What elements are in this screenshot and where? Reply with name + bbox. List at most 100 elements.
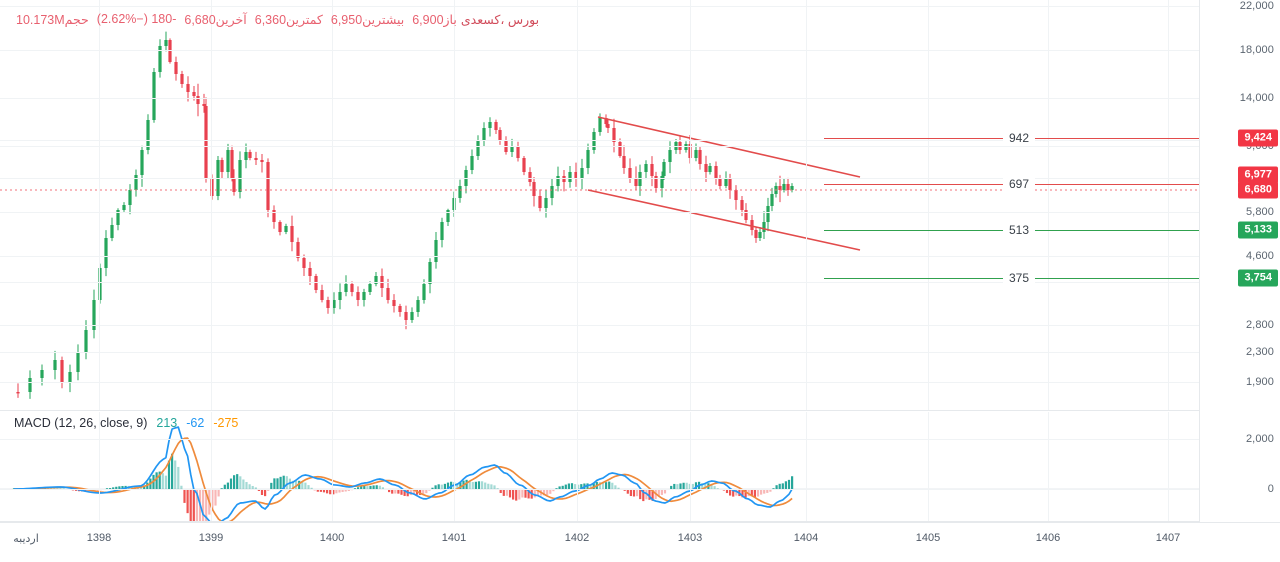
candle-body bbox=[180, 74, 184, 84]
candle-body bbox=[302, 258, 306, 268]
macd-histogram-bar bbox=[450, 481, 453, 489]
time-axis-tick: 1404 bbox=[793, 532, 819, 544]
pane-separator[interactable] bbox=[0, 410, 1280, 411]
pane-separator-bottom bbox=[0, 521, 1280, 522]
price-candlestick-canvas bbox=[0, 31, 1200, 399]
candle-body bbox=[220, 160, 224, 172]
macd-histogram-bar bbox=[192, 489, 195, 522]
candle-body bbox=[568, 172, 572, 182]
price-tag-6680[interactable]: 6,680 bbox=[1238, 181, 1278, 199]
gridline-horizontal bbox=[0, 282, 1200, 283]
macd-histogram-bar bbox=[741, 489, 744, 498]
time-axis-tick: 1402 bbox=[564, 532, 590, 544]
macd-histogram-bar bbox=[654, 489, 657, 499]
candle-body bbox=[84, 330, 88, 352]
price-axis-tick: 14,000 bbox=[1239, 92, 1274, 104]
price-pane[interactable] bbox=[0, 0, 1200, 410]
macd-histogram-bar bbox=[521, 489, 524, 498]
gridline-vertical bbox=[454, 0, 455, 410]
price-axis[interactable]: 22,00018,00014,00011,0009,0008,0005,8004… bbox=[1199, 0, 1280, 522]
macd-line-value: -62 bbox=[186, 416, 205, 430]
candle-body bbox=[488, 122, 492, 128]
macd-histogram-bar bbox=[524, 489, 527, 498]
candle-body bbox=[694, 150, 698, 158]
macd-histogram-bar bbox=[273, 478, 276, 489]
macd-histogram-bar bbox=[636, 489, 639, 497]
macd-histogram-bar bbox=[530, 489, 533, 499]
macd-title[interactable]: MACD (12, 26, close, 9) bbox=[14, 416, 148, 430]
time-axis-tick: 1407 bbox=[1155, 532, 1181, 544]
candle-body bbox=[598, 118, 602, 132]
gridline-horizontal bbox=[0, 256, 1200, 257]
macd-histogram-bar bbox=[298, 480, 301, 489]
gridline-vertical bbox=[577, 0, 578, 410]
level-label-697[interactable]: 697 bbox=[1002, 177, 1036, 191]
gridline-horizontal bbox=[0, 50, 1200, 51]
gridline-vertical bbox=[211, 0, 212, 410]
candle-body bbox=[628, 168, 632, 178]
macd-histogram-bar bbox=[533, 489, 536, 498]
price-axis-tick: 2,800 bbox=[1245, 319, 1274, 331]
candle-body bbox=[320, 290, 324, 300]
channel-upper-trendline[interactable] bbox=[597, 116, 861, 178]
level-label-375[interactable]: 375 bbox=[1002, 271, 1036, 285]
macd-histogram-bar bbox=[750, 489, 753, 497]
macd-histogram-bar bbox=[605, 482, 608, 489]
candle-body bbox=[586, 150, 590, 168]
macd-histogram-bar bbox=[149, 478, 152, 489]
candle-body bbox=[362, 292, 366, 300]
time-axis[interactable]: اردیبه 1398 1399 1400 1401 1402 1403 1404 1405 14… bbox=[0, 522, 1280, 562]
candle-body bbox=[278, 222, 282, 232]
candle-body bbox=[260, 160, 264, 162]
macd-histogram-bar bbox=[474, 481, 477, 489]
price-tag-3754[interactable]: 3,754 bbox=[1238, 269, 1278, 287]
price-axis-tick: 18,000 bbox=[1239, 44, 1274, 56]
macd-histogram-bar bbox=[186, 489, 189, 514]
macd-histogram-bar bbox=[177, 466, 180, 489]
macd-histogram-bar bbox=[236, 474, 239, 489]
candle-body bbox=[770, 194, 774, 206]
candle-body bbox=[168, 40, 172, 62]
candle-body bbox=[458, 186, 462, 198]
candle-body bbox=[392, 300, 396, 306]
macd-histogram-bar bbox=[645, 489, 648, 500]
price-tag-5133[interactable]: 5,133 bbox=[1238, 221, 1278, 239]
time-axis-tick: 1405 bbox=[915, 532, 941, 544]
candle-body bbox=[398, 306, 402, 312]
macd-histogram-bar bbox=[233, 475, 236, 489]
gridline-vertical bbox=[806, 0, 807, 410]
level-label-513[interactable]: 513 bbox=[1002, 223, 1036, 237]
candle-body bbox=[284, 226, 288, 232]
candle-body bbox=[618, 142, 622, 156]
candle-body bbox=[404, 312, 408, 320]
macd-signal-line bbox=[13, 437, 793, 522]
price-tag-6977[interactable]: 6,977 bbox=[1238, 166, 1278, 184]
level-label-942[interactable]: 942 bbox=[1002, 131, 1036, 145]
macd-histogram-bar bbox=[756, 489, 760, 497]
gridline-horizontal bbox=[0, 325, 1200, 326]
macd-histogram-bar bbox=[512, 489, 515, 500]
macd-histogram-bar bbox=[198, 489, 202, 522]
macd-histogram-bar bbox=[183, 489, 186, 503]
channel-lower-trendline[interactable] bbox=[587, 189, 861, 251]
candle-body bbox=[684, 144, 688, 150]
candle-body bbox=[204, 106, 208, 178]
macd-histogram-bar bbox=[245, 482, 248, 489]
macd-histogram-bar bbox=[744, 489, 747, 498]
gridline-vertical bbox=[690, 412, 691, 522]
time-axis-tick: 1403 bbox=[677, 532, 703, 544]
candle-body bbox=[226, 150, 230, 172]
candle-body bbox=[550, 186, 554, 198]
macd-histogram-bar bbox=[174, 460, 177, 489]
candle-body bbox=[40, 370, 44, 378]
macd-signal-value: -275 bbox=[213, 416, 239, 430]
candle-body bbox=[668, 150, 672, 162]
candle-body bbox=[326, 300, 330, 308]
price-tag-9424[interactable]: 9,424 bbox=[1238, 129, 1278, 147]
macd-histogram-bar bbox=[264, 489, 267, 497]
macd-histogram-bar bbox=[214, 489, 217, 506]
candle-body bbox=[758, 232, 762, 238]
macd-histogram-bar bbox=[639, 489, 642, 500]
macd-legend[interactable]: MACD (12, 26, close, 9) 213 -62 -275 bbox=[14, 414, 247, 432]
